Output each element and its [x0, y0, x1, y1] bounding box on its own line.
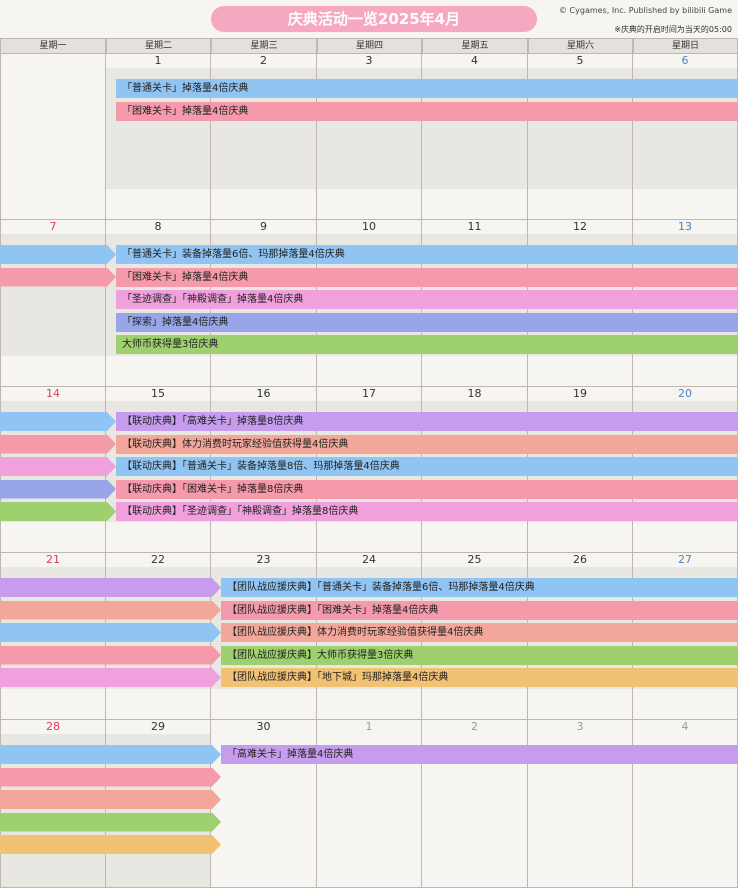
day-number: 7	[49, 220, 57, 233]
day-number: 24	[362, 553, 376, 566]
day-number: 30	[256, 720, 271, 733]
day-number: 23	[256, 553, 271, 566]
day-number	[1, 54, 105, 68]
continuing-event-arrow	[0, 412, 116, 431]
day-number: 4	[681, 720, 689, 733]
event-bar[interactable]: 「困难关卡」掉落量4倍庆典	[116, 267, 738, 287]
event-bar[interactable]: 【联动庆典】「困难关卡」掉落量8倍庆典	[116, 479, 738, 499]
day-number: 1	[365, 720, 373, 733]
event-bar[interactable]: 「普通关卡」掉落量4倍庆典	[116, 79, 738, 98]
day-number: 11	[467, 220, 482, 233]
day-number: 3	[365, 54, 373, 67]
day-number: 29	[151, 720, 165, 733]
start-time-note: ※庆典的开启时间为当天的05:00	[614, 25, 732, 34]
continuing-event-arrow	[0, 745, 221, 764]
event-bar[interactable]: 「困难关卡」掉落量4倍庆典	[116, 101, 738, 121]
event-bar[interactable]: 大师币获得量3倍庆典	[116, 335, 738, 354]
weekday-header: 星期六	[528, 38, 633, 54]
page-title: 庆典活动一览2025年4月	[211, 6, 537, 32]
event-bar[interactable]: 「普通关卡」装备掉落量6倍、玛那掉落量4倍庆典	[116, 245, 738, 264]
day-number: 15	[151, 387, 165, 400]
day-number: 17	[362, 387, 376, 400]
event-bar[interactable]: 「探索」掉落量4倍庆典	[116, 312, 738, 332]
continuing-event-arrow	[0, 268, 116, 287]
continuing-event-arrow	[0, 835, 221, 854]
continuing-event-arrow	[0, 623, 221, 642]
event-bar[interactable]: 【团队战应援庆典】「困难关卡」掉落量4倍庆典	[221, 600, 738, 620]
continuing-event-arrow	[0, 601, 221, 620]
continuing-event-arrow	[0, 578, 221, 597]
weekday-header: 星期一	[0, 38, 106, 54]
continuing-event-arrow	[0, 768, 221, 787]
continuing-event-arrow	[0, 245, 116, 264]
day-number: 16	[256, 387, 271, 400]
day-number: 8	[154, 220, 162, 233]
day-cell	[0, 54, 106, 220]
day-number: 10	[362, 220, 376, 233]
weekday-header: 星期五	[422, 38, 528, 54]
event-bar[interactable]: 「高难关卡」掉落量4倍庆典	[221, 745, 738, 764]
event-bar[interactable]: 【联动庆典】「圣迹调查」「神殿调查」掉落量8倍庆典	[116, 502, 738, 521]
weekday-header: 星期二	[106, 38, 211, 54]
day-number: 4	[471, 54, 478, 67]
day-number: 28	[46, 720, 60, 733]
event-bar[interactable]: 【联动庆典】体力消费时玩家经验值获得量4倍庆典	[116, 434, 738, 454]
continuing-event-arrow	[0, 502, 116, 521]
day-number: 3	[576, 720, 584, 733]
continuing-event-arrow	[0, 435, 116, 454]
day-number: 20	[678, 387, 692, 400]
event-bar[interactable]: 【团队战应援庆典】大师币获得量3倍庆典	[221, 645, 738, 665]
day-number: 2	[471, 720, 478, 733]
day-number: 27	[678, 553, 692, 566]
weekday-header: 星期三	[211, 38, 317, 54]
day-number: 22	[151, 553, 165, 566]
continuing-event-arrow	[0, 668, 221, 687]
continuing-event-arrow	[0, 646, 221, 665]
event-bar[interactable]: 【团队战应援庆典】「普通关卡」装备掉落量6倍、玛那掉落量4倍庆典	[221, 578, 738, 597]
continuing-event-arrow	[0, 457, 116, 476]
day-number: 13	[678, 220, 692, 233]
day-number: 21	[46, 553, 60, 566]
copyright-text: © Cygames, Inc. Published by bilibili Ga…	[559, 6, 732, 15]
event-bar[interactable]: 【团队战应援庆典】体力消费时玩家经验值获得量4倍庆典	[221, 623, 738, 642]
event-bar[interactable]: 【联动庆典】「普通关卡」装备掉落量8倍、玛那掉落量4倍庆典	[116, 457, 738, 476]
day-number: 2	[260, 54, 267, 67]
day-number: 6	[681, 54, 689, 67]
event-bar[interactable]: 「圣迹调查」「神殿调查」掉落量4倍庆典	[116, 290, 738, 309]
day-number: 14	[46, 387, 60, 400]
day-number: 25	[467, 553, 482, 566]
event-bar[interactable]: 【联动庆典】「高难关卡」掉落量8倍庆典	[116, 412, 738, 431]
day-number: 18	[467, 387, 482, 400]
continuing-event-arrow	[0, 480, 116, 499]
continuing-event-arrow	[0, 813, 221, 832]
day-number: 5	[576, 54, 584, 67]
weekday-header: 星期四	[317, 38, 422, 54]
day-number: 12	[573, 220, 587, 233]
day-number: 1	[154, 54, 162, 67]
weekday-header: 星期日	[633, 38, 738, 54]
day-number: 9	[260, 220, 267, 233]
event-bar[interactable]: 【团队战应援庆典】「地下城」玛那掉落量4倍庆典	[221, 668, 738, 687]
day-number: 26	[573, 553, 587, 566]
day-number: 19	[573, 387, 587, 400]
continuing-event-arrow	[0, 790, 221, 809]
